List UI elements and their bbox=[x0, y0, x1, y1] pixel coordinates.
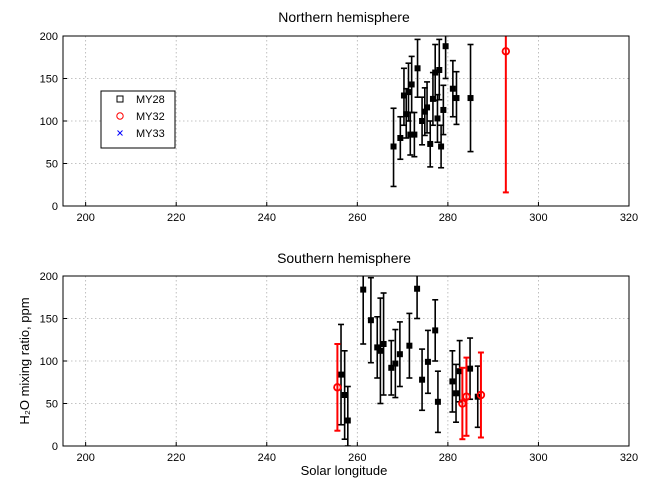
y-tick-label: 0 bbox=[52, 201, 58, 213]
data-point bbox=[341, 392, 348, 398]
x-tick-label: 220 bbox=[167, 452, 185, 464]
data-point bbox=[367, 317, 374, 324]
square-marker-icon bbox=[116, 95, 124, 103]
data-point bbox=[411, 131, 418, 138]
x-tick-label: 300 bbox=[529, 452, 547, 464]
data-point bbox=[419, 118, 426, 124]
data-point bbox=[414, 65, 421, 72]
marks-area bbox=[333, 276, 486, 446]
data-point bbox=[408, 81, 415, 88]
x-tick-label: 320 bbox=[620, 452, 638, 464]
x-tick-label: 280 bbox=[439, 212, 457, 224]
circle-marker-icon bbox=[116, 112, 124, 120]
data-point bbox=[434, 115, 441, 122]
data-point bbox=[432, 327, 439, 334]
y-tick-label: 150 bbox=[40, 314, 58, 326]
y-tick-label: 150 bbox=[40, 74, 58, 86]
marks-area bbox=[390, 36, 511, 194]
y-tick-label: 50 bbox=[46, 399, 58, 411]
data-point bbox=[380, 341, 387, 347]
x-tick-label: 240 bbox=[258, 452, 276, 464]
data-point bbox=[501, 47, 511, 56]
y-tick-label: 0 bbox=[52, 441, 58, 453]
data-point bbox=[396, 351, 403, 358]
data-point bbox=[377, 347, 384, 354]
data-marks bbox=[333, 276, 486, 446]
y-tick-label: 50 bbox=[46, 159, 58, 171]
legend-label: MY28 bbox=[136, 94, 165, 106]
data-point bbox=[414, 285, 421, 292]
y-axis-label: H₂O mixing ratio, ppm bbox=[17, 297, 32, 424]
data-point bbox=[442, 43, 449, 50]
panel-title: Northern hemisphere bbox=[278, 9, 410, 25]
data-point bbox=[392, 360, 399, 367]
data-point bbox=[344, 417, 351, 424]
data-point bbox=[333, 383, 342, 392]
x-axis-label: Solar longitude bbox=[301, 463, 388, 478]
data-point bbox=[406, 342, 413, 349]
data-point bbox=[449, 85, 456, 92]
panel-title: Southern hemisphere bbox=[277, 250, 411, 266]
x-tick-label: 280 bbox=[439, 452, 457, 464]
southern-hemisphere-panel: Southern hemisphere 200 220 240 260 280 300 32… bbox=[17, 250, 638, 478]
data-marks bbox=[390, 36, 511, 194]
data-point bbox=[419, 376, 426, 383]
data-point bbox=[338, 371, 345, 378]
data-point bbox=[405, 89, 412, 96]
data-point bbox=[424, 358, 431, 365]
legend-box bbox=[100, 90, 176, 149]
data-point bbox=[438, 143, 445, 150]
data-point bbox=[449, 378, 456, 385]
data-point bbox=[397, 135, 404, 141]
x-marker-icon bbox=[117, 130, 123, 136]
y-tick-label: 200 bbox=[40, 31, 58, 43]
x-tick-label: 240 bbox=[258, 212, 276, 224]
x-tick-label: 220 bbox=[167, 212, 185, 224]
data-point bbox=[453, 390, 460, 397]
data-point bbox=[424, 104, 431, 111]
data-point bbox=[440, 106, 447, 113]
x-tick-label: 200 bbox=[76, 212, 94, 224]
x-tick-label: 300 bbox=[529, 212, 547, 224]
tick-labels: 200 220 240 260 280 300 320 0 50 100 150 200 bbox=[40, 31, 639, 224]
x-tick-label: 260 bbox=[348, 452, 366, 464]
legend: MY28 MY32 MY33 bbox=[100, 90, 176, 149]
data-point bbox=[467, 365, 474, 372]
data-point bbox=[360, 286, 367, 293]
data-point bbox=[462, 392, 471, 401]
tick-labels: 200 220 240 260 280 300 320 0 50 100 150 200 bbox=[40, 271, 639, 464]
legend-label: MY33 bbox=[136, 128, 165, 140]
legend-label: MY32 bbox=[136, 111, 165, 123]
data-point bbox=[453, 95, 460, 102]
data-point bbox=[388, 364, 395, 371]
x-tick-label: 320 bbox=[620, 212, 638, 224]
x-tick-label: 260 bbox=[348, 212, 366, 224]
x-tick-label: 200 bbox=[76, 452, 94, 464]
data-point bbox=[390, 143, 397, 150]
y-tick-label: 200 bbox=[40, 271, 58, 283]
data-point bbox=[427, 140, 434, 147]
y-tick-label: 100 bbox=[40, 116, 58, 128]
data-point bbox=[467, 95, 474, 102]
data-point bbox=[476, 390, 486, 400]
y-tick-label: 100 bbox=[40, 356, 58, 368]
data-point bbox=[436, 67, 443, 73]
northern-hemisphere-panel: Northern hemisphere 200 220 240 260 280 300 32… bbox=[40, 9, 639, 224]
data-point bbox=[434, 398, 441, 405]
